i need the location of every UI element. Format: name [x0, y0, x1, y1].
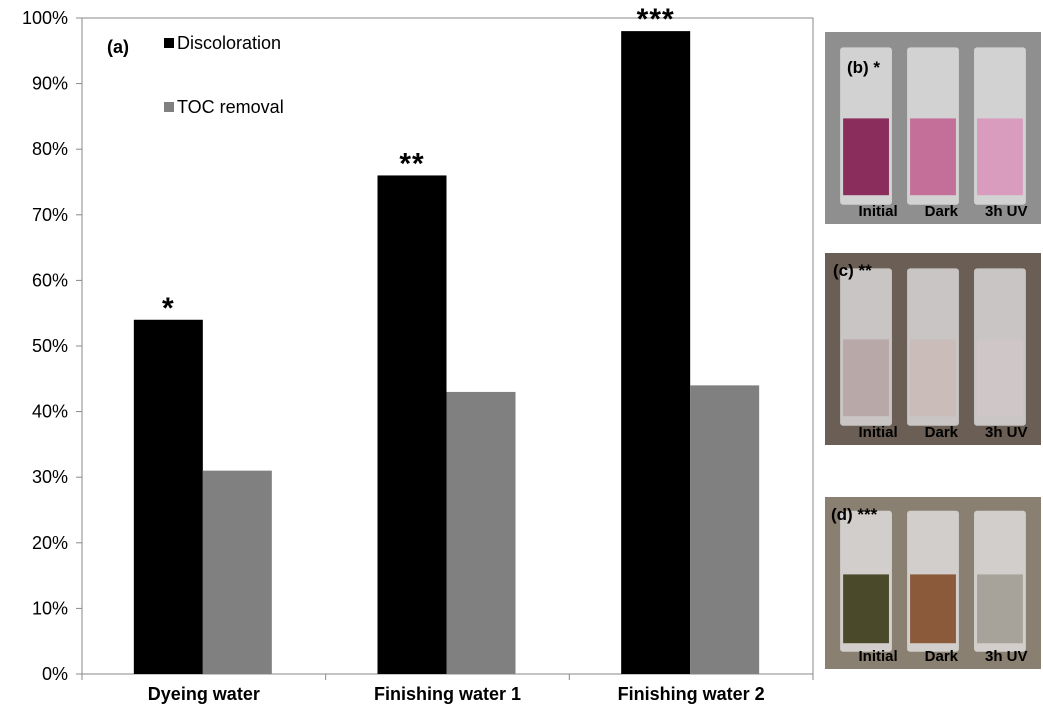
photo-captions-b: Initial Dark 3h UV [825, 203, 1041, 220]
cuvette-photo-d [825, 497, 1041, 669]
bar-discoloration [621, 31, 691, 675]
legend-label: TOC removal [177, 97, 284, 117]
cuvette-liquid [977, 118, 1023, 196]
y-axis: 0% 10% 20% 30% 40% 50% 60% 70% 80% 90% 100% [22, 8, 814, 684]
caption-3h-uv: 3h UV [984, 203, 1028, 220]
bar-toc-removal [690, 385, 760, 674]
cuvette-photo-b [825, 32, 1041, 224]
photo-panel-b: (b) * Initial Dark 3h UV [825, 32, 1041, 224]
cuvette-liquid [977, 574, 1023, 644]
y-tick-label: 10% [32, 598, 68, 618]
caption-dark: Dark [924, 424, 958, 441]
cuvette-liquid [843, 118, 889, 196]
significance-stars: *** [637, 3, 675, 36]
cuvette-liquid [910, 118, 956, 196]
cuvette-liquid [843, 574, 889, 644]
bar-toc-removal [446, 391, 516, 674]
caption-3h-uv: 3h UV [984, 424, 1028, 441]
y-tick-label: 100% [22, 8, 68, 28]
photo-label-b: (b) * [847, 58, 881, 77]
bar-chart: 0%10%20%30%40%50%60%70%80%90%100% ******… [22, 3, 814, 704]
caption-3h-uv: 3h UV [984, 648, 1028, 665]
bar-annotations: ****** [162, 3, 675, 325]
photo-label-c: (c) ** [833, 261, 872, 280]
legend-label: Discoloration [177, 33, 281, 53]
y-tick-label: 0% [42, 664, 68, 684]
caption-initial: Initial [858, 424, 898, 441]
y-tick-label: 70% [32, 205, 68, 225]
panel-label: (a) [107, 37, 129, 57]
legend-swatch [164, 38, 174, 48]
cuvette-liquid [843, 339, 889, 417]
y-tick-label: 40% [32, 402, 68, 422]
photo-panel-c: (c) ** Initial Dark 3h UV [825, 253, 1041, 445]
x-axis: Dyeing water Finishing water 1 Finishing w… [81, 674, 814, 704]
x-tick-label: Finishing water 1 [374, 684, 521, 704]
y-tick-label: 50% [32, 336, 68, 356]
photo-label-d: (d) *** [831, 505, 878, 524]
y-tick-label: 90% [32, 74, 68, 94]
photo-captions-d: Initial Dark 3h UV [825, 648, 1041, 665]
cuvette-liquid [910, 339, 956, 417]
significance-stars: ** [399, 147, 424, 180]
y-tick-label: 30% [32, 467, 68, 487]
photo-captions-c: Initial Dark 3h UV [825, 424, 1041, 441]
legend-swatch [164, 102, 174, 112]
legend: (a) Discoloration TOC removal [107, 33, 284, 117]
y-tick-label: 80% [32, 139, 68, 159]
bar-toc-removal [202, 470, 272, 674]
significance-stars: * [162, 292, 175, 325]
bars [133, 31, 760, 675]
caption-initial: Initial [858, 203, 898, 220]
cuvette-liquid [910, 574, 956, 644]
y-tick-label: 60% [32, 270, 68, 290]
bar-discoloration [133, 319, 203, 674]
x-tick-label: Dyeing water [148, 684, 260, 704]
caption-dark: Dark [924, 648, 958, 665]
x-tick-label: Finishing water 2 [618, 684, 765, 704]
caption-dark: Dark [924, 203, 958, 220]
bar-discoloration [377, 175, 447, 674]
y-tick-label: 20% [32, 533, 68, 553]
photo-panel-d: (d) *** Initial Dark 3h UV [825, 497, 1041, 669]
cuvette-liquid [977, 339, 1023, 417]
caption-initial: Initial [858, 648, 898, 665]
cuvette-photo-c [825, 253, 1041, 445]
